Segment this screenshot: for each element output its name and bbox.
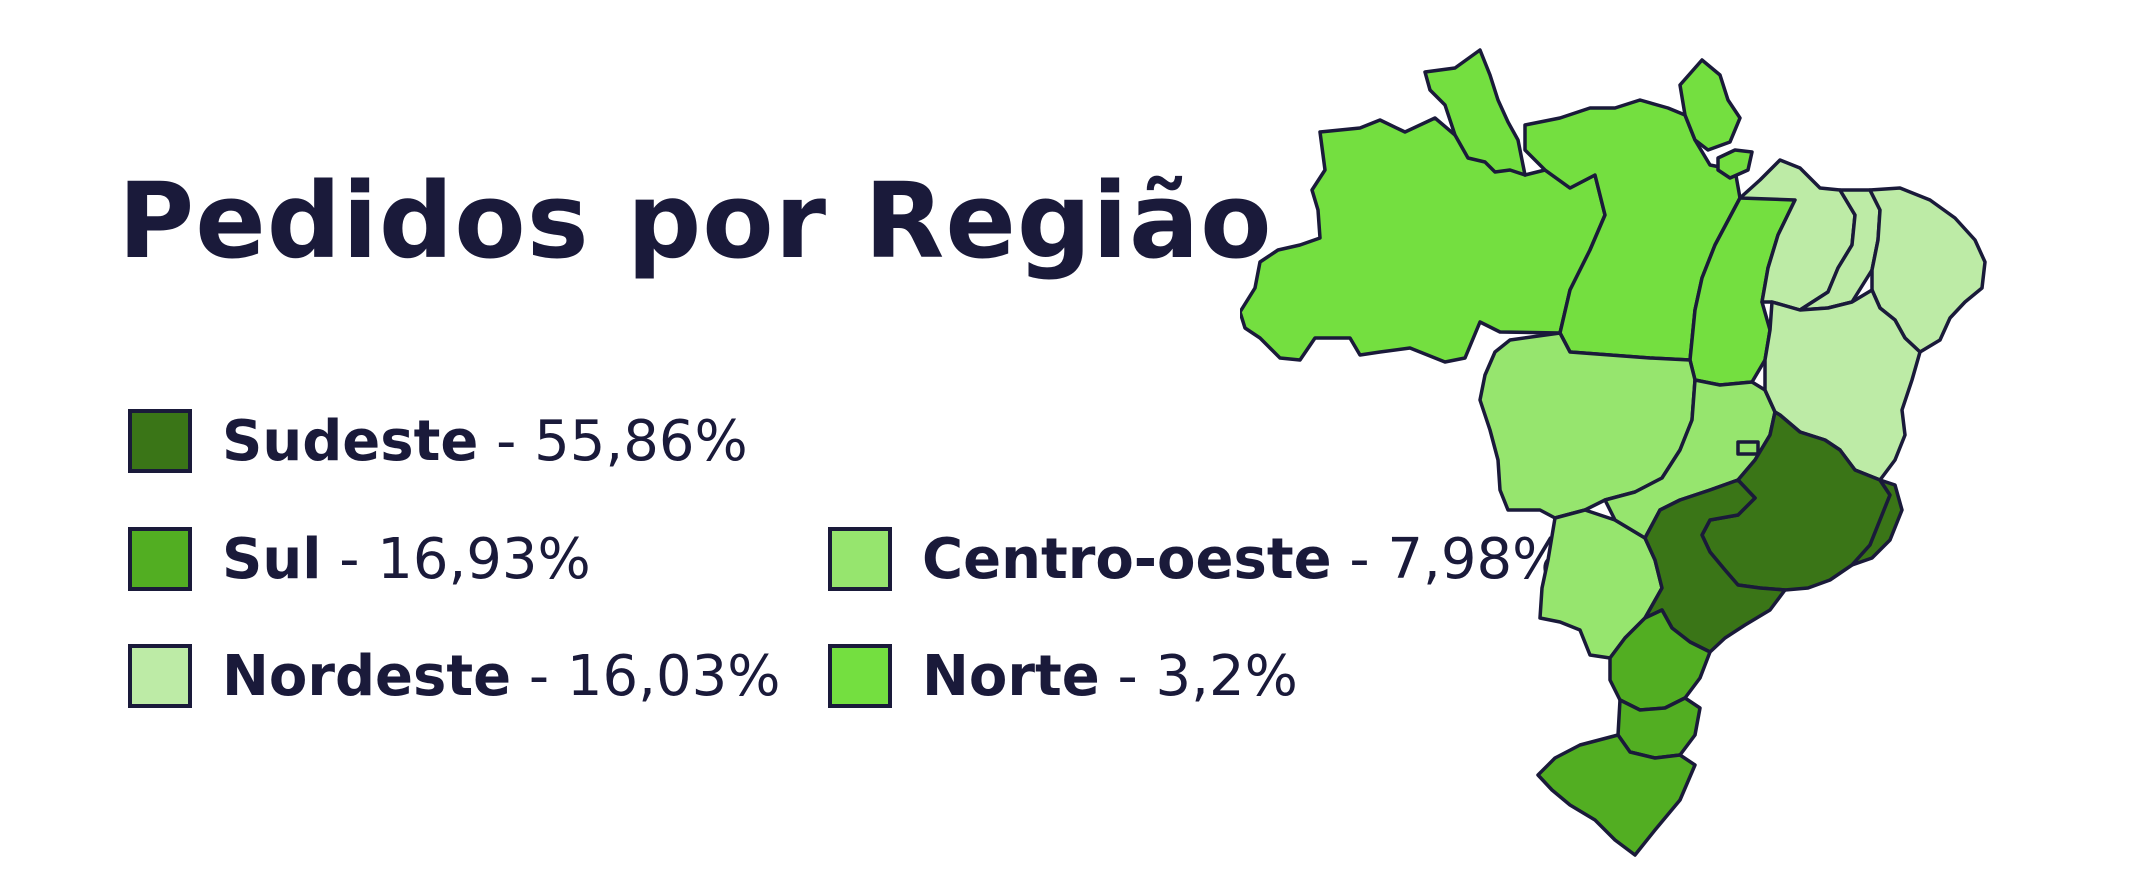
legend-separator: -	[1099, 643, 1156, 709]
brazil-map	[1240, 48, 1987, 857]
legend-separator: -	[1331, 526, 1388, 592]
legend-separator: -	[321, 526, 378, 592]
legend-item-sul: Sul - 16,93%	[128, 524, 591, 594]
legend-swatch-centro-oeste	[828, 527, 892, 591]
legend-value-sul: 16,93%	[377, 526, 591, 592]
region-sul-sc	[1616, 696, 1702, 760]
region-centro-oeste-df	[1736, 440, 1760, 456]
region-nordeste-northeast	[1868, 186, 1987, 354]
legend-label-norte: Norte	[922, 643, 1100, 709]
legend-item-sudeste: Sudeste - 55,86%	[128, 406, 748, 476]
legend-label-sudeste: Sudeste	[222, 408, 479, 474]
legend-label-nordeste: Nordeste	[222, 643, 512, 709]
region-sul-rs	[1536, 733, 1697, 857]
region-norte-roraima	[1423, 48, 1527, 177]
legend-swatch-sudeste	[128, 409, 192, 473]
legend-label-sul: Sul	[222, 526, 322, 592]
legend-item-norte: Norte - 3,2%	[828, 641, 1298, 711]
legend-separator: -	[478, 408, 535, 474]
legend-value-sudeste: 55,86%	[534, 408, 748, 474]
legend-label-centro-oeste: Centro-oeste	[922, 526, 1332, 592]
legend-value-norte: 3,2%	[1155, 643, 1298, 709]
legend-swatch-nordeste	[128, 644, 192, 708]
legend-item-nordeste: Nordeste - 16,03%	[128, 641, 780, 711]
legend-value-centro-oeste: 7,98%	[1387, 526, 1566, 592]
legend-value-nordeste: 16,03%	[566, 643, 781, 709]
legend-swatch-norte	[828, 644, 892, 708]
region-norte-island	[1716, 148, 1754, 180]
legend-swatch-sul	[128, 527, 192, 591]
page-title: Pedidos por Região	[118, 160, 1273, 282]
region-sudeste-sp	[1643, 478, 1787, 654]
legend-separator: -	[511, 643, 567, 709]
region-sudeste-es	[1850, 478, 1904, 567]
region-norte-amapa	[1678, 58, 1742, 152]
legend-item-centro-oeste: Centro-oeste - 7,98%	[828, 524, 1565, 594]
